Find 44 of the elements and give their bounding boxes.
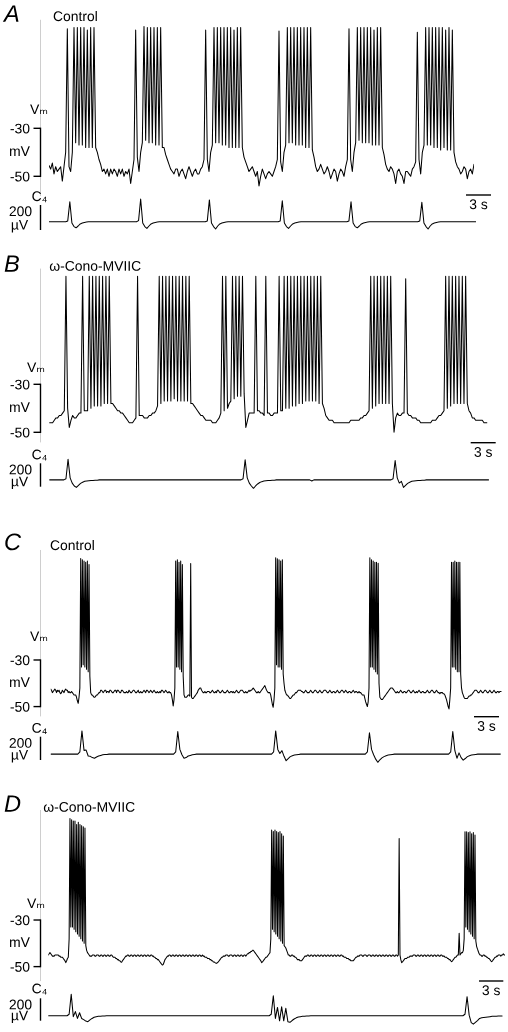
chart-title: ω-Cono-MVIIC (49, 261, 141, 271)
y-tick-label: -50 (10, 701, 30, 712)
text: C₄ (32, 191, 47, 203)
x-axis-title: 3 s (469, 199, 488, 210)
y-tick-label: -50 (10, 427, 30, 438)
y-axis-title: mV (10, 677, 30, 687)
text: Vₘ (30, 631, 48, 642)
text: C₄ (32, 983, 47, 995)
text: D (4, 795, 21, 812)
y-tick-label: -30 (10, 379, 30, 390)
y-axis-title: mV (10, 146, 30, 156)
text: µV (11, 749, 29, 763)
line-series (50, 557, 502, 710)
text: B (4, 255, 19, 272)
line-series (49, 26, 474, 187)
y-tick-label: -30 (10, 123, 30, 134)
line-series (48, 817, 505, 966)
x-axis-title: 3 s (477, 721, 496, 731)
y-tick-label: -50 (10, 171, 30, 182)
text: µV (11, 476, 29, 490)
text: 200 (9, 464, 32, 475)
y-tick-label: -50 (10, 961, 30, 972)
text: Vₘ (30, 104, 48, 115)
text: C (5, 533, 22, 551)
x-axis-title: 3 s (482, 985, 500, 996)
chart-title: Control (50, 539, 94, 551)
chart-title: Control (53, 10, 97, 22)
text: C₄ (32, 449, 47, 461)
chart-title: ω-Cono-MVIIC (43, 802, 135, 812)
y-tick-label: -30 (10, 915, 30, 926)
x-axis-title: 3 s (474, 447, 492, 457)
y-axis-title: mV (10, 402, 30, 412)
text: µV (11, 219, 29, 233)
text: 200 (9, 738, 32, 748)
text: µV (11, 1010, 29, 1024)
y-tick-label: -30 (10, 655, 30, 666)
text: Vₘ (27, 362, 45, 373)
text: 200 (9, 206, 32, 217)
text: C₄ (32, 723, 47, 734)
text: 200 (9, 999, 32, 1010)
y-axis-title: mV (10, 937, 30, 947)
text: A (2, 5, 19, 22)
text: Vₘ (27, 898, 45, 909)
line-series (49, 275, 488, 433)
